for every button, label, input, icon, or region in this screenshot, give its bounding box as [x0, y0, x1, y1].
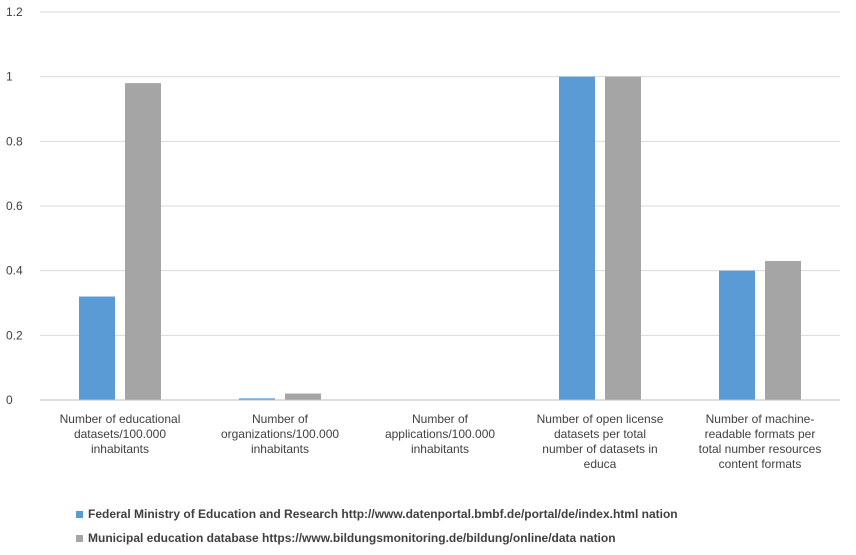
gridlines	[40, 11, 840, 336]
category-label-2: Number of organizations/100.000 inhabitant…	[221, 412, 339, 456]
y-tick-label: 0	[6, 393, 13, 407]
legend-item-series-2: Municipal education database https://www…	[76, 526, 678, 550]
bar-series-2-cat-4	[605, 76, 641, 401]
category-label-5: Number of machine-readable formats per to…	[699, 412, 822, 471]
legend-label-series-1: Federal Ministry of Education and Resear…	[88, 507, 678, 521]
bar-series-1-cat-5	[719, 270, 755, 400]
bar-series-2-cat-1	[125, 83, 161, 400]
bar-series-1-cat-1	[79, 296, 115, 400]
y-tick-label: 1.2	[6, 5, 23, 19]
bars	[79, 76, 801, 401]
category-label-3: Number of applications/100.000 inhabitants	[385, 412, 495, 456]
bar-series-2-cat-2	[285, 393, 321, 400]
bar-series-2-cat-5	[765, 260, 801, 400]
y-tick-label: 0.2	[6, 328, 23, 342]
bar-chart: 0 0.2 0.4 0.6 0.8 1 1.2 Number of educational d…	[6, 5, 840, 471]
bar-series-1-cat-2	[239, 398, 275, 400]
y-tick-label: 0.8	[6, 134, 23, 148]
y-axis-tick-labels: 0 0.2 0.4 0.6 0.8 1 1.2	[6, 5, 23, 407]
legend-swatch-series-2	[76, 534, 83, 542]
legend: Federal Ministry of Education and Resear…	[76, 502, 678, 550]
legend-item-series-1: Federal Ministry of Education and Resear…	[76, 502, 678, 526]
y-tick-label: 0.4	[6, 264, 23, 278]
bar-series-1-cat-4	[559, 76, 595, 401]
y-tick-label: 1	[6, 70, 13, 84]
y-tick-label: 0.6	[6, 199, 23, 213]
category-label-1: Number of educational datasets/100.000 inh…	[60, 412, 181, 456]
legend-label-series-2: Municipal education database https://www…	[88, 531, 616, 545]
legend-swatch-series-1	[76, 510, 83, 518]
x-axis-category-labels: Number of educational datasets/100.000 inh…	[60, 412, 822, 471]
category-label-4: Number of open license datasets per total…	[537, 412, 664, 471]
